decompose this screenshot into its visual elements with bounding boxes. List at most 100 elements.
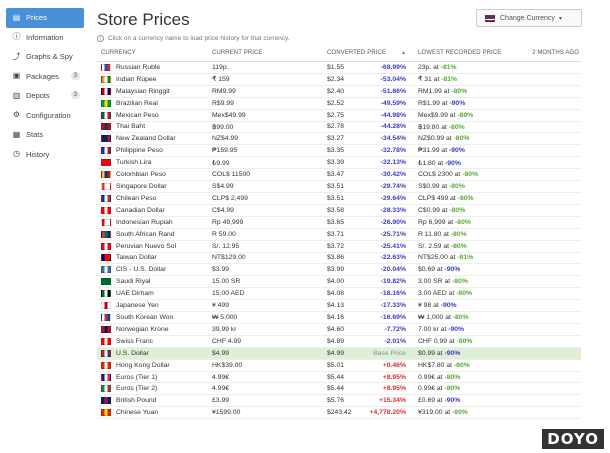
converted-price: $4.89 [327, 337, 345, 345]
price-difference: -25.71% [380, 230, 406, 238]
currency-name-link[interactable]: Japanese Yen [116, 302, 159, 310]
lowest-price: ¥ 98 at -90% [410, 302, 581, 309]
lowest-price: $0.99 at -90% [410, 350, 581, 357]
sidebar-item-information[interactable]: ⓘ Information [6, 28, 84, 48]
currency-name-link[interactable]: Turkish Lira [116, 159, 152, 167]
currency-cell: Indonesian Rupiah [97, 218, 212, 226]
price-difference: -28.33% [380, 206, 406, 214]
lowest-price-value: COL$ 2300 at [418, 171, 461, 179]
table-row: Euros (Tier 1) 4.99€ $5.44 +8.95% 0.99€ at -… [97, 372, 581, 384]
currency-name-link[interactable]: Saudi Riyal [116, 278, 151, 286]
sidebar-item-history[interactable]: ◷ History [6, 145, 84, 165]
table-row: Canadian Dollar C$4.99 $3.58 -28.33% C$0.99 … [97, 205, 581, 217]
converted-price: $3.86 [327, 254, 345, 262]
currency-cell: South Korean Won [97, 313, 212, 321]
price-difference: -32.13% [380, 159, 406, 167]
lowest-price-value: S/. 2.59 at [418, 242, 449, 250]
currency-name-link[interactable]: South African Rand [116, 230, 175, 238]
lowest-price: R 11.80 at -80% [410, 231, 581, 238]
sidebar-item-prices[interactable]: ▤ Prices [6, 8, 84, 28]
currency-name-link[interactable]: Indian Rupee [116, 75, 157, 83]
lowest-price: NZ$0.99 at -80% [410, 135, 581, 142]
current-price: R$9.99 [212, 99, 234, 107]
change-currency-button[interactable]: Change Currency ▾ [476, 9, 582, 27]
currency-name-link[interactable]: Mexican Peso [116, 111, 159, 119]
currency-name-link[interactable]: Hong Kong Dollar [116, 361, 170, 369]
current-price: 15.00 AED [212, 290, 245, 298]
converted-price: $5.01 [327, 361, 345, 369]
price-difference: +8.95% [382, 385, 406, 393]
currency-name-link[interactable]: Chinese Yuan [116, 409, 159, 417]
currency-name-link[interactable]: Philippine Peso [116, 147, 163, 155]
lowest-price: C$0.99 at -80% [410, 207, 581, 214]
sidebar-item-depots[interactable]: ▥ Depots 3 [6, 86, 84, 106]
converted-price: $3.99 [327, 266, 345, 274]
currency-name-link[interactable]: Chilean Peso [116, 194, 157, 202]
currency-name-link[interactable]: Indonesian Rupiah [116, 218, 173, 226]
currency-name-link[interactable]: Malaysian Ringgit [116, 87, 170, 95]
currency-name-link[interactable]: Russian Ruble [116, 63, 161, 71]
currency-name-link[interactable]: Singapore Dollar [116, 183, 167, 191]
currency-name-link[interactable]: Swiss Franc [116, 337, 154, 345]
col-converted-price[interactable]: CONVERTED PRICE ▲ [327, 50, 410, 56]
currency-name-link[interactable]: Taiwan Dollar [116, 254, 157, 262]
graph-icon: ⤴ [12, 51, 21, 61]
currency-name-link[interactable]: New Zealand Dollar [116, 135, 176, 143]
currency-cell: British Pound [97, 397, 212, 405]
lowest-price: Mex$9.99 at -80% [410, 112, 581, 119]
table-row: Philippine Peso ₱159.95 $3.35 -32.78% ₱31.99… [97, 145, 581, 158]
lowest-price-value: 3.00 AED at [418, 290, 455, 298]
us-flag-icon [485, 14, 495, 22]
country-flag-icon [101, 254, 111, 262]
currency-name-link[interactable]: Euros (Tier 1) [116, 373, 158, 381]
lowest-price: COL$ 2300 at -80% [410, 171, 581, 178]
currency-name-link[interactable]: CIS - U.S. Dollar [116, 266, 167, 274]
price-difference: -7.72% [384, 325, 406, 333]
currency-name-link[interactable]: Euros (Tier 2) [116, 385, 158, 393]
currency-cell: Canadian Dollar [97, 206, 212, 214]
currency-name-link[interactable]: UAE Dirham [116, 290, 154, 298]
currency-name-link[interactable]: Thai Baht [116, 123, 146, 131]
lowest-price-value: 3.00 SR at [418, 278, 451, 286]
currency-name-link[interactable]: Brazilian Real [116, 99, 158, 107]
currency-name-link[interactable]: South Korean Won [116, 313, 174, 321]
sidebar-item-packages[interactable]: ▣ Packages 3 [6, 67, 84, 87]
currency-cell: Singapore Dollar [97, 183, 212, 191]
lowest-discount: -90% [444, 349, 461, 357]
col-lowest[interactable]: LOWEST RECORDED PRICE 2 MONTHS AGO [410, 50, 581, 56]
currency-name-link[interactable]: British Pound [116, 397, 157, 405]
currency-cell: Philippine Peso [97, 147, 212, 155]
country-flag-icon [101, 87, 111, 95]
sidebar-item-graphs-spy[interactable]: ⤴ Graphs & Spy [6, 47, 84, 67]
sidebar-item-stats[interactable]: ▦ Stats [6, 125, 84, 145]
converted-price: $3.39 [327, 159, 345, 167]
lowest-price: R$1.99 at -90% [410, 100, 581, 107]
depot-icon: ▥ [12, 90, 21, 100]
converted-price: $4.00 [327, 278, 345, 286]
current-price: £3.99 [212, 397, 230, 405]
currency-name-link[interactable]: U.S. Dollar [116, 349, 149, 357]
current-price: ¥ 499 [212, 302, 230, 310]
table-row: Indonesian Rupiah Rp 49,999 $3.65 -26.90% Rp… [97, 217, 581, 229]
lowest-discount: -81% [440, 63, 457, 71]
price-difference: -29.64% [380, 194, 406, 202]
table-row: Japanese Yen ¥ 499 $4.13 -17.33% ¥ 98 at -90… [97, 300, 581, 313]
lowest-discount: -80% [455, 218, 471, 226]
currency-name-link[interactable]: Colombian Peso [116, 171, 166, 179]
currency-name-link[interactable]: Norwegian Krone [116, 325, 169, 333]
currency-cell: Malaysian Ringgit [97, 87, 212, 95]
col-currency[interactable]: CURRENCY [101, 50, 136, 56]
table-row: Russian Ruble 119p. $1.55 -68.99% 23p. at -8… [97, 62, 581, 74]
lowest-price-value: ₱31.99 at [418, 147, 448, 155]
currency-name-link[interactable]: Peruvian Nuevo Sol [116, 242, 177, 250]
sidebar-item-configuration[interactable]: ⚙ Configuration [6, 106, 84, 126]
table-row: Turkish Lira ₺9.99 $3.39 -32.13% ₺1.80 at -9… [97, 157, 581, 170]
current-price: $3.99 [212, 266, 230, 274]
lowest-price: ₹ 31 at -81% [410, 75, 581, 83]
table-row: Chilean Peso CLP$ 2,499 $3.51 -29.64% CLP$ 4… [97, 193, 581, 205]
currency-cell: New Zealand Dollar [97, 135, 212, 143]
col-current-price[interactable]: CURRENT PRICE [212, 50, 263, 56]
sidebar-item-label: Graphs & Spy [26, 52, 73, 62]
currency-cell: South African Rand [97, 230, 212, 238]
currency-name-link[interactable]: Canadian Dollar [116, 206, 165, 214]
